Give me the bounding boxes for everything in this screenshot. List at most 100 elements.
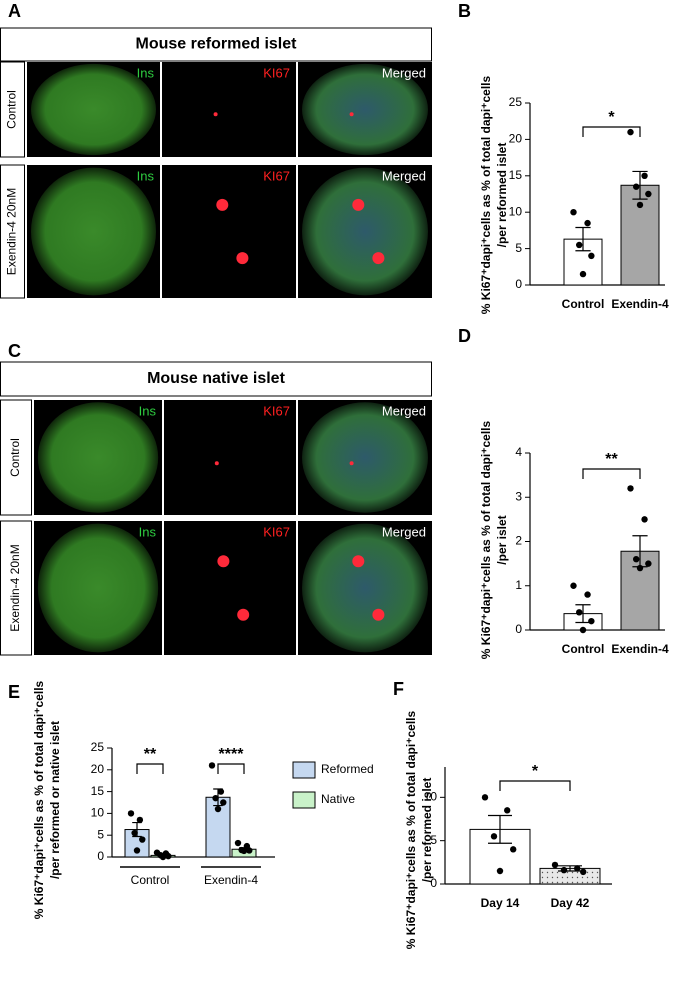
y-tick-label: 15 <box>91 784 105 798</box>
condition-box <box>0 61 25 158</box>
error-bar <box>239 847 249 852</box>
ki67-spot <box>372 252 385 265</box>
ki67-spot <box>217 555 230 568</box>
y-tick-label: 10 <box>424 790 438 804</box>
data-point <box>136 816 144 824</box>
significance-label: * <box>532 763 539 780</box>
ki67-spot <box>352 555 365 568</box>
y-tick-label: 10 <box>509 204 523 218</box>
data-point <box>641 172 648 179</box>
x-tick-label: Exendin-4 <box>611 642 669 656</box>
panel-letter: A <box>8 1 21 21</box>
panel-letter: F <box>393 679 404 699</box>
data-point <box>131 829 138 837</box>
error-bar <box>632 170 648 200</box>
channel-label: Merged <box>382 403 426 418</box>
islet-signal <box>302 167 428 296</box>
x-tick-label: Exendin-4 <box>611 297 669 311</box>
significance-bracket <box>582 468 641 479</box>
channel-label: Merged <box>382 65 426 80</box>
x-tick-label: Control <box>562 297 605 311</box>
islet-signal <box>302 523 428 653</box>
data-point <box>490 833 498 840</box>
significance-label: **** <box>219 746 245 763</box>
error-bar <box>158 853 168 857</box>
error-bar <box>558 865 582 872</box>
ki67-spot <box>213 112 218 117</box>
channel-label: KI67 <box>263 524 290 539</box>
data-point <box>220 799 227 806</box>
channel-label: Ins <box>137 65 155 80</box>
error-bar <box>632 535 648 568</box>
y-axis-label: /per reformed islet <box>495 143 509 248</box>
panel-title: Mouse native islet <box>147 370 285 387</box>
channel-label: KI67 <box>263 65 290 80</box>
x-tick-label: Day 42 <box>551 896 590 910</box>
micrograph <box>162 165 296 298</box>
x-tick-label: Control <box>562 642 605 656</box>
data-point <box>481 794 489 801</box>
data-point <box>139 836 146 843</box>
significance-bracket <box>582 126 641 137</box>
channel-label: Ins <box>139 524 157 539</box>
data-point <box>214 805 222 813</box>
data-point <box>127 810 135 817</box>
data-point <box>627 485 634 492</box>
data-point <box>584 219 591 227</box>
data-point <box>570 582 577 589</box>
ki67-spot <box>237 608 250 621</box>
y-tick-label: 5 <box>515 241 522 255</box>
y-tick-label: 15 <box>509 168 523 182</box>
condition-box <box>0 164 25 299</box>
legend-label: Native <box>321 792 355 806</box>
channel-label: Merged <box>382 168 426 183</box>
panel-letter: B <box>458 1 471 21</box>
channel-label: KI67 <box>263 403 290 418</box>
y-tick-label: 0 <box>430 876 437 890</box>
y-tick-label: 5 <box>97 827 104 841</box>
y-axis-label: /per reformed or native islet <box>48 721 62 879</box>
data-point <box>133 847 141 854</box>
data-point <box>159 853 167 861</box>
condition-box <box>0 399 32 516</box>
islet-signal <box>37 402 159 513</box>
data-point <box>633 556 640 563</box>
data-point <box>584 591 591 598</box>
significance-bracket <box>217 763 245 774</box>
data-point <box>574 865 581 872</box>
y-tick-label: 20 <box>91 762 105 776</box>
data-point <box>510 846 517 853</box>
ki67-spot <box>236 252 249 265</box>
y-tick-label: 25 <box>509 95 523 109</box>
legend-label: Reformed <box>321 762 374 776</box>
micrograph <box>164 521 296 655</box>
significance-bracket <box>499 780 571 791</box>
panel-title: Mouse reformed islet <box>136 36 298 53</box>
condition-label: Exendin-4 20nM <box>8 544 22 631</box>
islet-signal <box>37 523 159 653</box>
panel-letter: E <box>8 682 20 702</box>
ki67-spot <box>352 198 365 211</box>
y-axis-label: /per islet <box>495 515 509 564</box>
y-axis-label: /per reformed islet <box>420 778 434 883</box>
islet-signal <box>30 167 157 296</box>
condition-label: Control <box>8 438 22 477</box>
islet-signal <box>302 402 428 513</box>
data-point <box>551 861 559 869</box>
y-tick-label: 25 <box>91 740 105 754</box>
data-point <box>633 183 640 190</box>
condition-box <box>0 520 32 656</box>
y-tick-label: 1 <box>515 578 522 592</box>
micrograph <box>162 62 296 157</box>
data-point <box>580 868 587 876</box>
x-tick-label: Exendin-4 <box>204 873 258 887</box>
panel-letter: C <box>8 341 21 361</box>
data-point <box>496 867 504 875</box>
y-tick-label: 10 <box>91 806 105 820</box>
y-axis-label: % Ki67⁺dapi⁺cells as % of total dapi⁺cel… <box>32 680 46 919</box>
ki67-spot <box>349 461 354 466</box>
legend-swatch <box>292 761 316 779</box>
data-point <box>588 252 595 260</box>
